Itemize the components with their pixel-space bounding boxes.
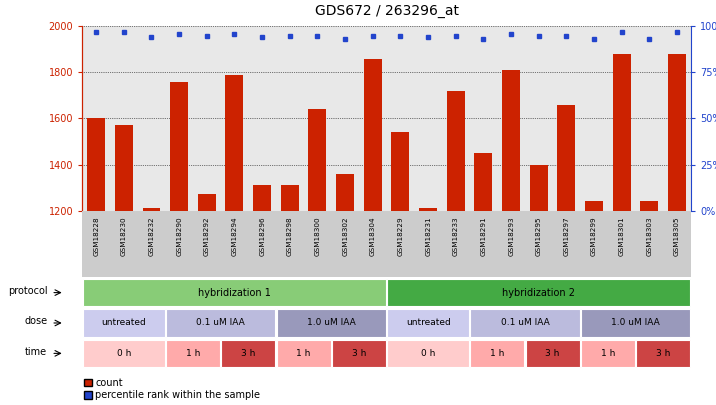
Bar: [558, 104, 576, 211]
Bar: [142, 208, 160, 211]
Text: 0 h: 0 h: [117, 349, 131, 358]
Text: GSM18229: GSM18229: [397, 216, 404, 256]
Text: untreated: untreated: [406, 318, 450, 328]
Text: count: count: [95, 378, 123, 388]
Bar: [83, 309, 165, 337]
Text: untreated: untreated: [102, 318, 146, 328]
Bar: [581, 309, 690, 337]
Text: hybridization 2: hybridization 2: [503, 288, 575, 298]
Text: 3 h: 3 h: [546, 349, 560, 358]
Text: GSM18293: GSM18293: [508, 216, 514, 256]
Bar: [276, 340, 331, 367]
Text: GSM18297: GSM18297: [563, 216, 569, 256]
Bar: [668, 54, 686, 211]
Text: 0.1 uM IAA: 0.1 uM IAA: [196, 318, 245, 328]
Bar: [387, 279, 690, 306]
Bar: [470, 340, 524, 367]
Text: GSM18232: GSM18232: [148, 216, 155, 256]
Bar: [419, 208, 437, 211]
Text: GSM18305: GSM18305: [674, 216, 680, 256]
Text: 0 h: 0 h: [421, 349, 435, 358]
Bar: [581, 340, 635, 367]
Bar: [332, 340, 386, 367]
Text: GSM18304: GSM18304: [369, 216, 376, 256]
Bar: [115, 126, 133, 211]
Text: 3 h: 3 h: [352, 349, 366, 358]
Bar: [447, 91, 465, 211]
Text: 3 h: 3 h: [241, 349, 256, 358]
Bar: [392, 132, 410, 211]
Bar: [87, 118, 105, 211]
Text: 1.0 uM IAA: 1.0 uM IAA: [611, 318, 660, 328]
Bar: [83, 279, 386, 306]
Bar: [166, 340, 220, 367]
Text: GSM18233: GSM18233: [453, 216, 459, 256]
Bar: [364, 59, 382, 211]
Bar: [636, 340, 690, 367]
Text: GDS672 / 263296_at: GDS672 / 263296_at: [314, 4, 459, 18]
Text: GSM18301: GSM18301: [619, 216, 625, 256]
Bar: [309, 109, 326, 211]
Text: GSM18291: GSM18291: [480, 216, 486, 256]
Text: GSM18299: GSM18299: [591, 216, 597, 256]
Bar: [613, 54, 631, 211]
Text: GSM18303: GSM18303: [647, 216, 652, 256]
Text: protocol: protocol: [8, 286, 47, 296]
Text: GSM18296: GSM18296: [259, 216, 265, 256]
Text: 1 h: 1 h: [296, 349, 311, 358]
Text: 1.0 uM IAA: 1.0 uM IAA: [307, 318, 356, 328]
Text: GSM18230: GSM18230: [121, 216, 127, 256]
Text: GSM18292: GSM18292: [204, 216, 210, 256]
Bar: [526, 340, 580, 367]
Bar: [281, 185, 299, 211]
Bar: [530, 164, 548, 211]
Text: 1 h: 1 h: [186, 349, 200, 358]
Text: 3 h: 3 h: [656, 349, 670, 358]
Text: GSM18231: GSM18231: [425, 216, 431, 256]
Bar: [221, 340, 276, 367]
Text: GSM18300: GSM18300: [314, 216, 321, 256]
Bar: [640, 201, 659, 211]
Bar: [475, 153, 493, 211]
Text: time: time: [25, 347, 47, 357]
Bar: [276, 309, 386, 337]
Text: 1 h: 1 h: [601, 349, 615, 358]
Text: GSM18302: GSM18302: [342, 216, 348, 256]
Text: 0.1 uM IAA: 0.1 uM IAA: [500, 318, 549, 328]
Text: percentile rank within the sample: percentile rank within the sample: [95, 390, 260, 400]
Bar: [387, 309, 469, 337]
Bar: [198, 194, 216, 211]
Bar: [226, 75, 243, 211]
Bar: [336, 174, 354, 211]
Bar: [166, 309, 276, 337]
Text: dose: dose: [24, 316, 47, 326]
Bar: [502, 70, 520, 211]
Text: GSM18294: GSM18294: [231, 216, 238, 256]
Text: GSM18228: GSM18228: [93, 216, 100, 256]
Bar: [470, 309, 580, 337]
Text: 1 h: 1 h: [490, 349, 505, 358]
Bar: [170, 81, 188, 211]
Text: GSM18290: GSM18290: [176, 216, 182, 256]
Text: GSM18295: GSM18295: [536, 216, 542, 256]
Text: hybridization 1: hybridization 1: [198, 288, 271, 298]
Bar: [83, 340, 165, 367]
Bar: [253, 185, 271, 211]
Bar: [387, 340, 469, 367]
Text: GSM18298: GSM18298: [287, 216, 293, 256]
Bar: [585, 201, 603, 211]
